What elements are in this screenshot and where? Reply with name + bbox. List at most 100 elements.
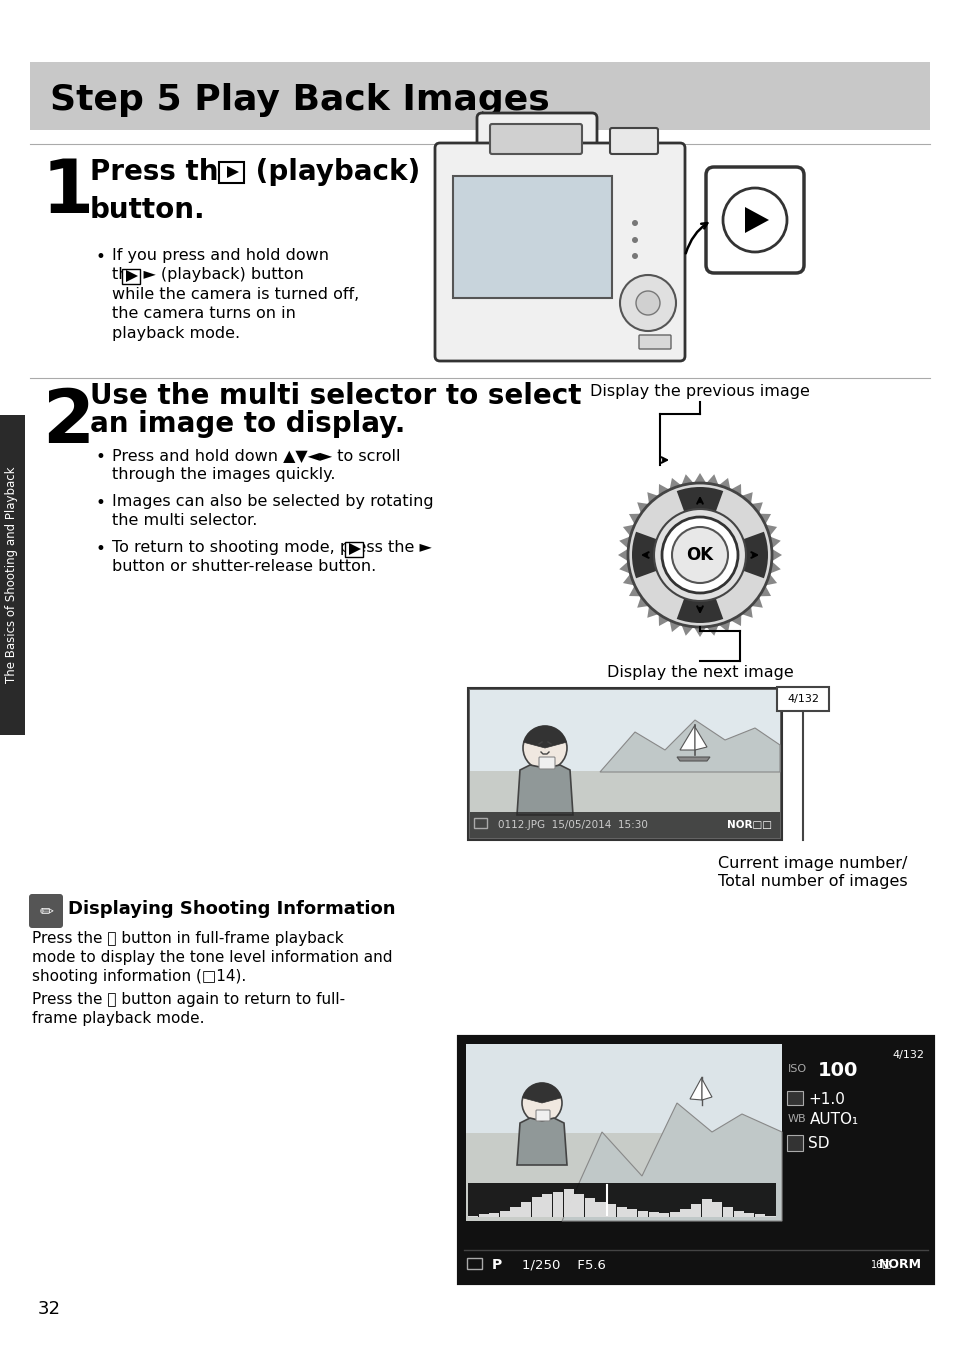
FancyBboxPatch shape	[461, 1250, 929, 1280]
FancyBboxPatch shape	[476, 113, 597, 163]
FancyBboxPatch shape	[733, 1210, 742, 1217]
Text: SD: SD	[807, 1137, 828, 1151]
Text: Press the ⒪ button again to return to full-: Press the ⒪ button again to return to fu…	[32, 993, 345, 1007]
Text: button.: button.	[90, 196, 206, 225]
FancyBboxPatch shape	[435, 143, 684, 360]
Polygon shape	[740, 492, 752, 504]
Polygon shape	[680, 624, 693, 636]
Polygon shape	[618, 537, 630, 549]
FancyBboxPatch shape	[648, 1212, 658, 1217]
Text: Press the: Press the	[90, 157, 247, 186]
Text: playback mode.: playback mode.	[112, 325, 240, 342]
FancyBboxPatch shape	[219, 161, 244, 183]
FancyBboxPatch shape	[531, 1197, 541, 1217]
Polygon shape	[658, 613, 669, 625]
Polygon shape	[517, 1118, 566, 1165]
Circle shape	[631, 221, 638, 226]
Polygon shape	[349, 543, 360, 555]
Polygon shape	[693, 473, 705, 483]
Circle shape	[627, 483, 771, 627]
Text: (playback): (playback)	[246, 157, 420, 186]
Polygon shape	[677, 757, 709, 761]
Text: ISO: ISO	[787, 1064, 806, 1075]
FancyBboxPatch shape	[520, 1201, 531, 1217]
FancyBboxPatch shape	[499, 1210, 510, 1217]
FancyBboxPatch shape	[609, 128, 658, 153]
Text: 4/132: 4/132	[891, 1050, 923, 1060]
FancyBboxPatch shape	[743, 1213, 754, 1217]
Circle shape	[636, 291, 659, 315]
FancyBboxPatch shape	[616, 1206, 626, 1217]
FancyBboxPatch shape	[470, 812, 780, 838]
Polygon shape	[680, 475, 693, 486]
Text: 1/250    F5.6: 1/250 F5.6	[521, 1259, 605, 1271]
Polygon shape	[705, 475, 718, 486]
FancyBboxPatch shape	[786, 1135, 802, 1151]
Text: •: •	[96, 448, 106, 465]
Polygon shape	[769, 561, 780, 573]
Polygon shape	[561, 1103, 781, 1221]
FancyBboxPatch shape	[536, 1110, 550, 1120]
Polygon shape	[637, 596, 648, 608]
Text: the camera turns on in: the camera turns on in	[112, 307, 295, 321]
Text: If you press and hold down: If you press and hold down	[112, 247, 329, 264]
Polygon shape	[599, 720, 780, 772]
FancyBboxPatch shape	[584, 1198, 595, 1217]
FancyBboxPatch shape	[659, 1213, 669, 1217]
Text: frame playback mode.: frame playback mode.	[32, 1011, 204, 1026]
Polygon shape	[705, 624, 718, 636]
Polygon shape	[669, 477, 680, 490]
FancyBboxPatch shape	[690, 1204, 700, 1217]
FancyBboxPatch shape	[465, 1044, 781, 1221]
Polygon shape	[701, 1079, 711, 1100]
Polygon shape	[759, 585, 770, 596]
Circle shape	[619, 274, 676, 331]
Text: NORM: NORM	[878, 1259, 921, 1271]
Text: ✏: ✏	[39, 902, 52, 920]
Polygon shape	[718, 477, 730, 490]
Text: To return to shooting mode, press the ►: To return to shooting mode, press the ►	[112, 539, 432, 555]
Circle shape	[631, 237, 638, 243]
Polygon shape	[740, 605, 752, 617]
Text: 4/132: 4/132	[786, 694, 818, 703]
Text: 100: 100	[817, 1061, 858, 1080]
Text: Display the next image: Display the next image	[606, 664, 793, 681]
Text: 0112.JPG  15/05/2014  15:30: 0112.JPG 15/05/2014 15:30	[497, 820, 647, 830]
Text: mode to display the tone level information and: mode to display the tone level informati…	[32, 950, 392, 964]
Polygon shape	[628, 585, 640, 596]
FancyBboxPatch shape	[345, 542, 363, 557]
Text: Step 5 Play Back Images: Step 5 Play Back Images	[50, 83, 549, 117]
FancyBboxPatch shape	[639, 335, 670, 348]
FancyBboxPatch shape	[563, 1189, 573, 1217]
Text: Press the ⒪ button in full-frame playback: Press the ⒪ button in full-frame playbac…	[32, 931, 343, 946]
Text: shooting information (□14).: shooting information (□14).	[32, 968, 246, 985]
Text: •: •	[96, 494, 106, 512]
Polygon shape	[647, 492, 658, 504]
Text: Press and hold down ▲▼◄► to scroll: Press and hold down ▲▼◄► to scroll	[112, 448, 400, 463]
FancyBboxPatch shape	[712, 1201, 721, 1217]
FancyBboxPatch shape	[490, 124, 581, 153]
Polygon shape	[718, 620, 730, 632]
FancyBboxPatch shape	[29, 894, 63, 928]
Wedge shape	[631, 531, 700, 578]
Circle shape	[522, 726, 566, 769]
Circle shape	[671, 527, 727, 582]
Text: •: •	[96, 539, 106, 558]
Text: Images can also be selected by rotating: Images can also be selected by rotating	[112, 494, 434, 508]
FancyBboxPatch shape	[541, 1194, 552, 1217]
Polygon shape	[227, 165, 239, 178]
Polygon shape	[764, 573, 777, 585]
Polygon shape	[658, 484, 669, 496]
Polygon shape	[622, 525, 634, 537]
FancyBboxPatch shape	[553, 1192, 562, 1217]
FancyBboxPatch shape	[786, 1091, 802, 1106]
Polygon shape	[750, 502, 762, 514]
Polygon shape	[628, 514, 640, 525]
Text: button or shutter-release button.: button or shutter-release button.	[112, 560, 375, 574]
Text: P: P	[492, 1258, 501, 1272]
Text: Displaying Shooting Information: Displaying Shooting Information	[68, 900, 395, 919]
FancyBboxPatch shape	[574, 1194, 584, 1217]
Wedge shape	[676, 555, 722, 623]
Polygon shape	[618, 549, 628, 561]
FancyBboxPatch shape	[458, 1037, 932, 1283]
